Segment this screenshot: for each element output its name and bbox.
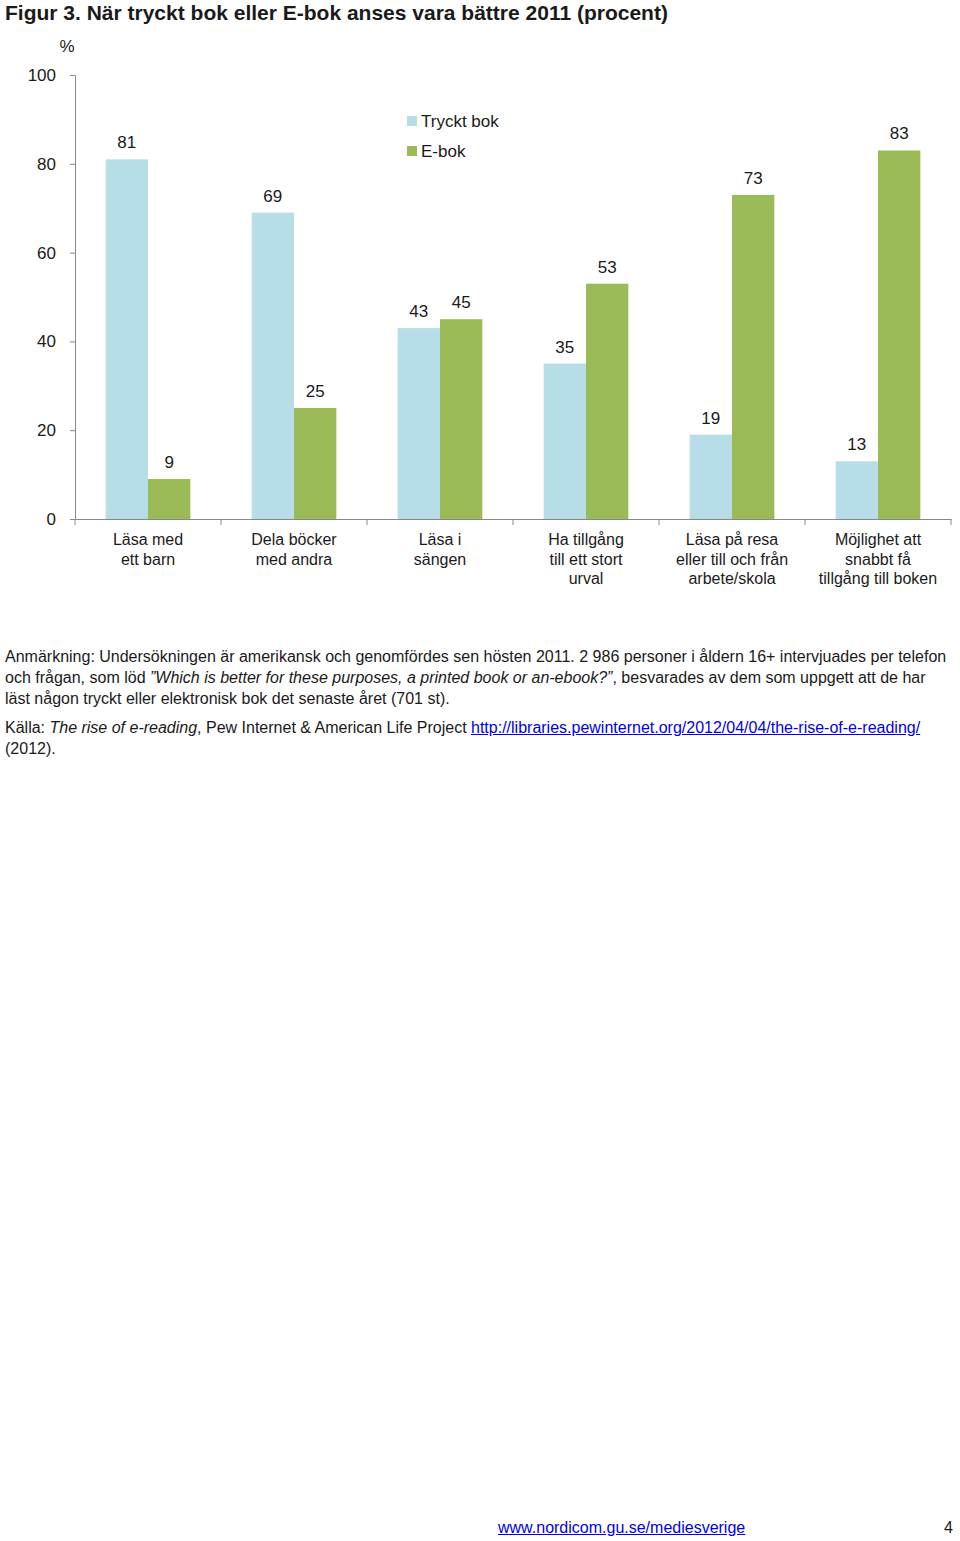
title: Figur 3. När tryckt bok eller E-bok anse…	[5, 1, 668, 24]
page-number: 4	[944, 1519, 953, 1537]
bar	[148, 479, 190, 519]
tick-mark	[70, 164, 75, 165]
tick-label: 0	[47, 510, 56, 529]
bar	[294, 408, 336, 519]
tick-label: 80	[37, 155, 56, 174]
source-text: Källa:	[5, 719, 49, 736]
source-text: (2012).	[5, 740, 56, 757]
tick: Dela böckermed andra	[251, 519, 337, 568]
bar	[690, 435, 732, 519]
tick: 20	[37, 421, 75, 440]
data-label: 53	[598, 258, 617, 277]
axis-title: %	[59, 37, 74, 56]
source-link[interactable]: http://libraries.pewinternet.org/2012/04…	[471, 719, 920, 736]
category-label: Läsa på resaeller till och frånarbete/sk…	[676, 531, 788, 586]
data-label: 35	[555, 338, 574, 357]
bar	[398, 328, 440, 519]
bar	[732, 195, 774, 519]
bar	[836, 461, 878, 519]
category-label: Läsa medett barn	[113, 531, 183, 567]
tick: Läsa medett barn	[113, 519, 183, 568]
tick-label: 60	[37, 244, 56, 263]
data-label: 43	[409, 302, 428, 321]
data-label: 9	[164, 453, 173, 472]
category-separator	[221, 519, 222, 525]
tick: 40	[37, 332, 75, 351]
footer-link[interactable]: www.nordicom.gu.se/mediesverige	[498, 1519, 745, 1536]
tick-mark	[70, 430, 75, 431]
source: Källa: The rise of e-reading, Pew Intern…	[5, 717, 950, 759]
category-separator	[367, 519, 368, 525]
legend-swatch	[407, 146, 417, 156]
tick: 100	[28, 66, 75, 85]
source-text: , Pew Internet & American Life Project	[197, 719, 471, 736]
tick-mark	[70, 519, 75, 520]
category-label: Ha tillgångtill ett storturval	[548, 531, 624, 586]
data-label: 73	[744, 169, 763, 188]
footer: www.nordicom.gu.se/mediesverige	[498, 1519, 745, 1537]
tick-mark	[70, 341, 75, 342]
tick-mark	[70, 253, 75, 254]
data-label: 25	[306, 382, 325, 401]
data-label: 19	[701, 409, 720, 428]
y-axis: 0 20 40 60 80 100	[28, 66, 76, 529]
axis-line	[75, 76, 76, 520]
legend: Tryckt bok E-bok	[407, 112, 499, 161]
legend-item: E-bok	[407, 142, 466, 161]
data-label: 69	[263, 187, 282, 206]
category-separator	[805, 519, 806, 525]
tick: Ha tillgångtill ett storturval	[548, 519, 624, 587]
note: Anmärkning: Undersökningen är amerikansk…	[5, 646, 950, 709]
bars	[106, 150, 921, 519]
legend-swatch	[407, 116, 417, 126]
tick: Läsa isängen	[414, 519, 467, 568]
bar	[440, 319, 482, 519]
data-label: 83	[890, 124, 909, 143]
category-separator	[951, 519, 952, 525]
tick-label: 20	[37, 421, 56, 440]
tick: Läsa på resaeller till och frånarbete/sk…	[676, 519, 788, 587]
legend-label: E-bok	[421, 142, 466, 161]
bar	[106, 159, 148, 519]
tick-label: 40	[37, 332, 56, 351]
x-axis: Läsa medett barn Dela böckermed andra Läsa…	[76, 519, 952, 587]
legend-item: Tryckt bok	[407, 112, 499, 131]
bar	[586, 284, 628, 519]
legend-label: Tryckt bok	[421, 112, 499, 131]
data-label: 81	[117, 133, 136, 152]
source-title: The rise of e-reading	[49, 719, 197, 736]
data-label: 13	[847, 435, 866, 454]
data-label: 45	[452, 293, 471, 312]
category-label: Möjlighet attsnabbt fåtillgång till boke…	[819, 531, 937, 586]
chart: Figur 3. När tryckt bok eller E-bok anse…	[0, 0, 960, 620]
tick: 60	[37, 244, 75, 263]
data-labels: 81 69 43 35 19 13 9 25 45 53 73 83	[117, 124, 908, 472]
tick: Möjlighet attsnabbt fåtillgång till boke…	[819, 519, 937, 587]
note-text: ”Which is better for these purposes, a p…	[150, 669, 612, 686]
category-label: Dela böckermed andra	[251, 531, 337, 567]
tick-label: 100	[28, 66, 56, 85]
bar	[544, 364, 586, 519]
category-separator	[659, 519, 660, 525]
tick-mark	[70, 75, 75, 76]
bar	[878, 150, 920, 519]
tick: 0	[47, 510, 75, 529]
tick: 80	[37, 155, 75, 174]
bar	[252, 213, 294, 519]
category-separator	[513, 519, 514, 525]
category-label: Läsa isängen	[414, 531, 467, 567]
category-separator	[75, 519, 76, 525]
